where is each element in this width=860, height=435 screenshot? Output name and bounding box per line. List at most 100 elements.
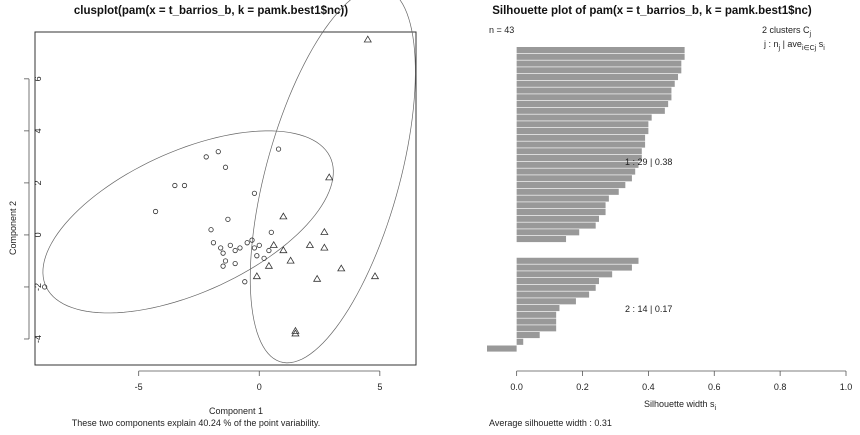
- silhouette-bar: [516, 67, 682, 74]
- silhouette-bar: [516, 318, 557, 325]
- silhouette-bar: [516, 114, 652, 121]
- cluster-2-point: [291, 329, 300, 337]
- cluster-2-point: [325, 173, 334, 181]
- cluster-1-point: [237, 245, 243, 251]
- cluster-1-point: [222, 164, 229, 170]
- cluster-1-point: [218, 245, 224, 251]
- cluster-2-point: [269, 240, 278, 248]
- cluster-1-point: [42, 284, 48, 290]
- silhouette-bar: [516, 271, 613, 278]
- cluster-1-point: [232, 247, 238, 254]
- silhouette-bar: [516, 155, 642, 162]
- silhouette-bar: [516, 134, 646, 141]
- silhouette-bar: [516, 195, 609, 202]
- silhouette-bar: [516, 264, 632, 271]
- silhouette-x-tick-label: 0.4: [642, 382, 655, 392]
- legend-columns: j : nj | avei∈Cj si: [763, 39, 825, 52]
- silhouette-x-axis: 0.0 0.2 0.4 0.6 0.8 1.0: [510, 370, 852, 392]
- cluster-1-point: [268, 229, 274, 235]
- cluster-2-point: [305, 240, 315, 248]
- cluster-1-point: [172, 182, 178, 189]
- cluster-2-point: [337, 264, 346, 272]
- cluster-1-point: [256, 242, 262, 248]
- x-axis-label: Component 1: [209, 406, 263, 416]
- legend-clusters: 2 clusters Cj: [762, 25, 812, 38]
- cluster-2-point: [279, 246, 288, 254]
- cluster-1-point: [225, 216, 231, 222]
- cluster-2-point: [313, 274, 322, 282]
- silhouette-bar: [516, 53, 685, 60]
- silhouette-x-label: Silhouette width si: [644, 399, 717, 412]
- cluster-1-point: [251, 190, 258, 196]
- cluster-1-point: [266, 247, 272, 254]
- x-tick-label: 0: [257, 382, 262, 392]
- x-tick-label: 5: [377, 382, 382, 392]
- silhouette-bar: [516, 222, 596, 229]
- cluster-1-point: [181, 182, 188, 189]
- silhouette-bar: [516, 284, 596, 291]
- cluster-1-point: [222, 258, 229, 264]
- cluster-1-point: [227, 242, 233, 248]
- cluster-2-point: [291, 326, 300, 334]
- silhouette-bar: [516, 107, 665, 114]
- silhouette-bar: [516, 141, 646, 148]
- silhouette-x-label-subscript: i: [714, 405, 716, 412]
- y-tick-label: -4: [33, 335, 43, 343]
- legend-clusters-text: 2 clusters C: [762, 25, 810, 35]
- silhouette-x-tick-label: 0.2: [576, 382, 589, 392]
- cluster-2-point: [279, 212, 288, 220]
- silhouette-bar: [516, 209, 606, 216]
- silhouette-bar: [516, 188, 619, 195]
- legend-part-5: i: [823, 45, 825, 52]
- cluster-2-point: [320, 243, 329, 251]
- silhouette-bars: [487, 47, 685, 352]
- silhouette-bar: [516, 60, 682, 67]
- silhouette-panel: Silhouette plot of pam(x = t_barrios_b, …: [487, 5, 852, 428]
- legend-part-3: i∈Cj: [802, 45, 817, 52]
- clusplot-frame: [34, 31, 417, 366]
- y-tick-label: -2: [33, 283, 43, 291]
- silhouette-bar: [516, 298, 576, 305]
- silhouette-bar: [516, 47, 685, 54]
- average-silhouette-width: Average silhouette width : 0.31: [489, 418, 612, 428]
- cluster-1-point: [261, 255, 267, 261]
- clusplot-title: clusplot(pam(x = t_barrios_b, k = pamk.b…: [74, 5, 348, 17]
- y-axis: -4 -2 0 2 4 6: [24, 76, 43, 343]
- silhouette-bar: [516, 291, 590, 298]
- cluster-1-point: [275, 146, 282, 152]
- cluster-1-point: [254, 253, 260, 259]
- silhouette-bar: [516, 278, 599, 285]
- silhouette-bar: [516, 202, 606, 209]
- silhouette-bar: [487, 345, 517, 352]
- silhouette-bar: [516, 325, 557, 332]
- cluster-1-point: [242, 279, 248, 285]
- cluster-1-point: [208, 227, 214, 233]
- y-tick-label: 0: [33, 232, 43, 237]
- cluster-ellipses: [42, 0, 416, 364]
- cluster-2-point: [320, 227, 329, 235]
- silhouette-bar: [516, 87, 672, 94]
- x-axis: -5 0 5: [135, 370, 382, 392]
- cluster-2-point: [286, 256, 295, 264]
- silhouette-bar: [516, 338, 524, 345]
- clusplot-panel: clusplot(pam(x = t_barrios_b, k = pamk.b…: [8, 0, 417, 428]
- legend-part-4: s: [816, 39, 824, 49]
- cluster-1-point: [220, 263, 226, 269]
- cluster-1-point: [220, 250, 226, 256]
- silhouette-x-tick-label: 0.0: [510, 382, 523, 392]
- silhouette-bar: [516, 175, 632, 182]
- x-tick-label: -5: [135, 382, 143, 392]
- silhouette-x-tick-label: 0.8: [774, 382, 787, 392]
- y-tick-label: 6: [33, 76, 43, 81]
- silhouette-bar: [516, 94, 672, 101]
- cluster-2-point: [252, 272, 261, 280]
- cluster-1-point: [203, 154, 209, 160]
- silhouette-bar: [516, 161, 639, 168]
- cluster-ellipse-1: [42, 130, 334, 314]
- scatter-points: [42, 35, 380, 337]
- legend-clusters-subscript: j: [809, 31, 812, 38]
- silhouette-bar: [516, 128, 649, 135]
- silhouette-bar: [516, 74, 679, 81]
- cluster-1-point: [244, 240, 250, 246]
